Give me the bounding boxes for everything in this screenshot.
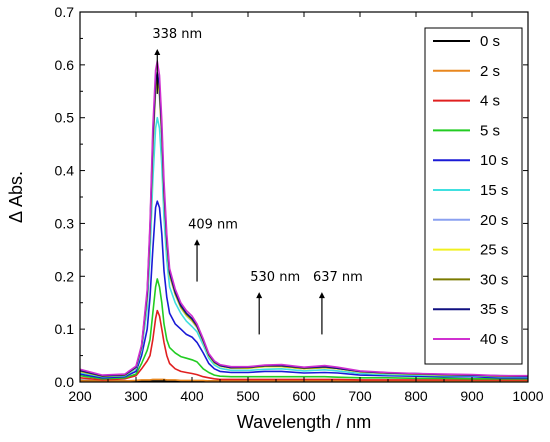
y-tick-label-2: 0.2	[55, 268, 75, 284]
y-tick-label-6: 0.6	[55, 57, 75, 73]
series-line-2	[80, 309, 528, 381]
y-tick-label-5: 0.5	[55, 110, 75, 126]
annotation-label-3: 637 nm	[313, 270, 363, 285]
legend-label-4: 10 s	[480, 152, 508, 169]
legend-label-10: 40 s	[480, 331, 508, 348]
y-axis-title: Δ Abs.	[6, 171, 26, 223]
annotation-arrowhead-2	[256, 292, 263, 299]
legend-label-7: 25 s	[480, 242, 508, 259]
x-axis-title: Wavelength / nm	[237, 412, 371, 432]
series-layer	[80, 60, 528, 382]
ticks-layer: 200 300 400 500 600 700 800 900 1000 0.0 0.1 0.2 0.3…	[55, 4, 544, 404]
series-line-4	[80, 200, 528, 379]
series-line-10	[80, 60, 528, 377]
x-tick-label-5: 700	[348, 388, 372, 404]
x-tick-label-2: 400	[180, 388, 204, 404]
annotation-layer: 338 nm 409 nm 530 nm 637 nm	[152, 27, 363, 335]
x-tick-label-7: 900	[460, 388, 484, 404]
series-line-3	[80, 278, 528, 380]
y-tick-label-3: 0.3	[55, 215, 75, 231]
x-tick-label-4: 600	[292, 388, 316, 404]
series-line-1	[80, 378, 528, 382]
x-tick-label-6: 800	[404, 388, 428, 404]
series-line-5	[80, 116, 528, 378]
legend-label-5: 15 s	[480, 182, 508, 199]
x-tick-label-8: 1000	[512, 388, 543, 404]
y-tick-label-0: 0.0	[55, 374, 75, 390]
legend-label-0: 0 s	[480, 33, 500, 50]
legend-label-8: 30 s	[480, 271, 508, 288]
annotation-label-0: 338 nm	[152, 27, 202, 42]
y-tick-label-4: 0.4	[55, 163, 75, 179]
y-tick-label-7: 0.7	[55, 4, 75, 20]
x-tick-label-1: 300	[124, 388, 148, 404]
annotation-label-1: 409 nm	[188, 217, 238, 232]
legend-label-6: 20 s	[480, 212, 508, 229]
legend-label-3: 5 s	[480, 122, 500, 139]
x-tick-label-0: 200	[68, 388, 92, 404]
legend-box	[424, 27, 523, 365]
legend: 0 s 2 s 4 s 5 s 10 s 15 s 20 s 25 s 30 s 35 s 40 s	[424, 27, 523, 365]
legend-label-9: 35 s	[480, 301, 508, 318]
annotation-arrowhead-3	[318, 292, 325, 299]
annotation-arrowhead-0	[154, 49, 161, 55]
legend-label-2: 4 s	[480, 93, 500, 110]
y-tick-label-1: 0.1	[55, 321, 75, 337]
x-tick-label-3: 500	[236, 388, 260, 404]
annotation-label-2: 530 nm	[250, 270, 300, 285]
legend-label-1: 2 s	[480, 63, 500, 80]
annotation-arrowhead-1	[194, 239, 201, 246]
